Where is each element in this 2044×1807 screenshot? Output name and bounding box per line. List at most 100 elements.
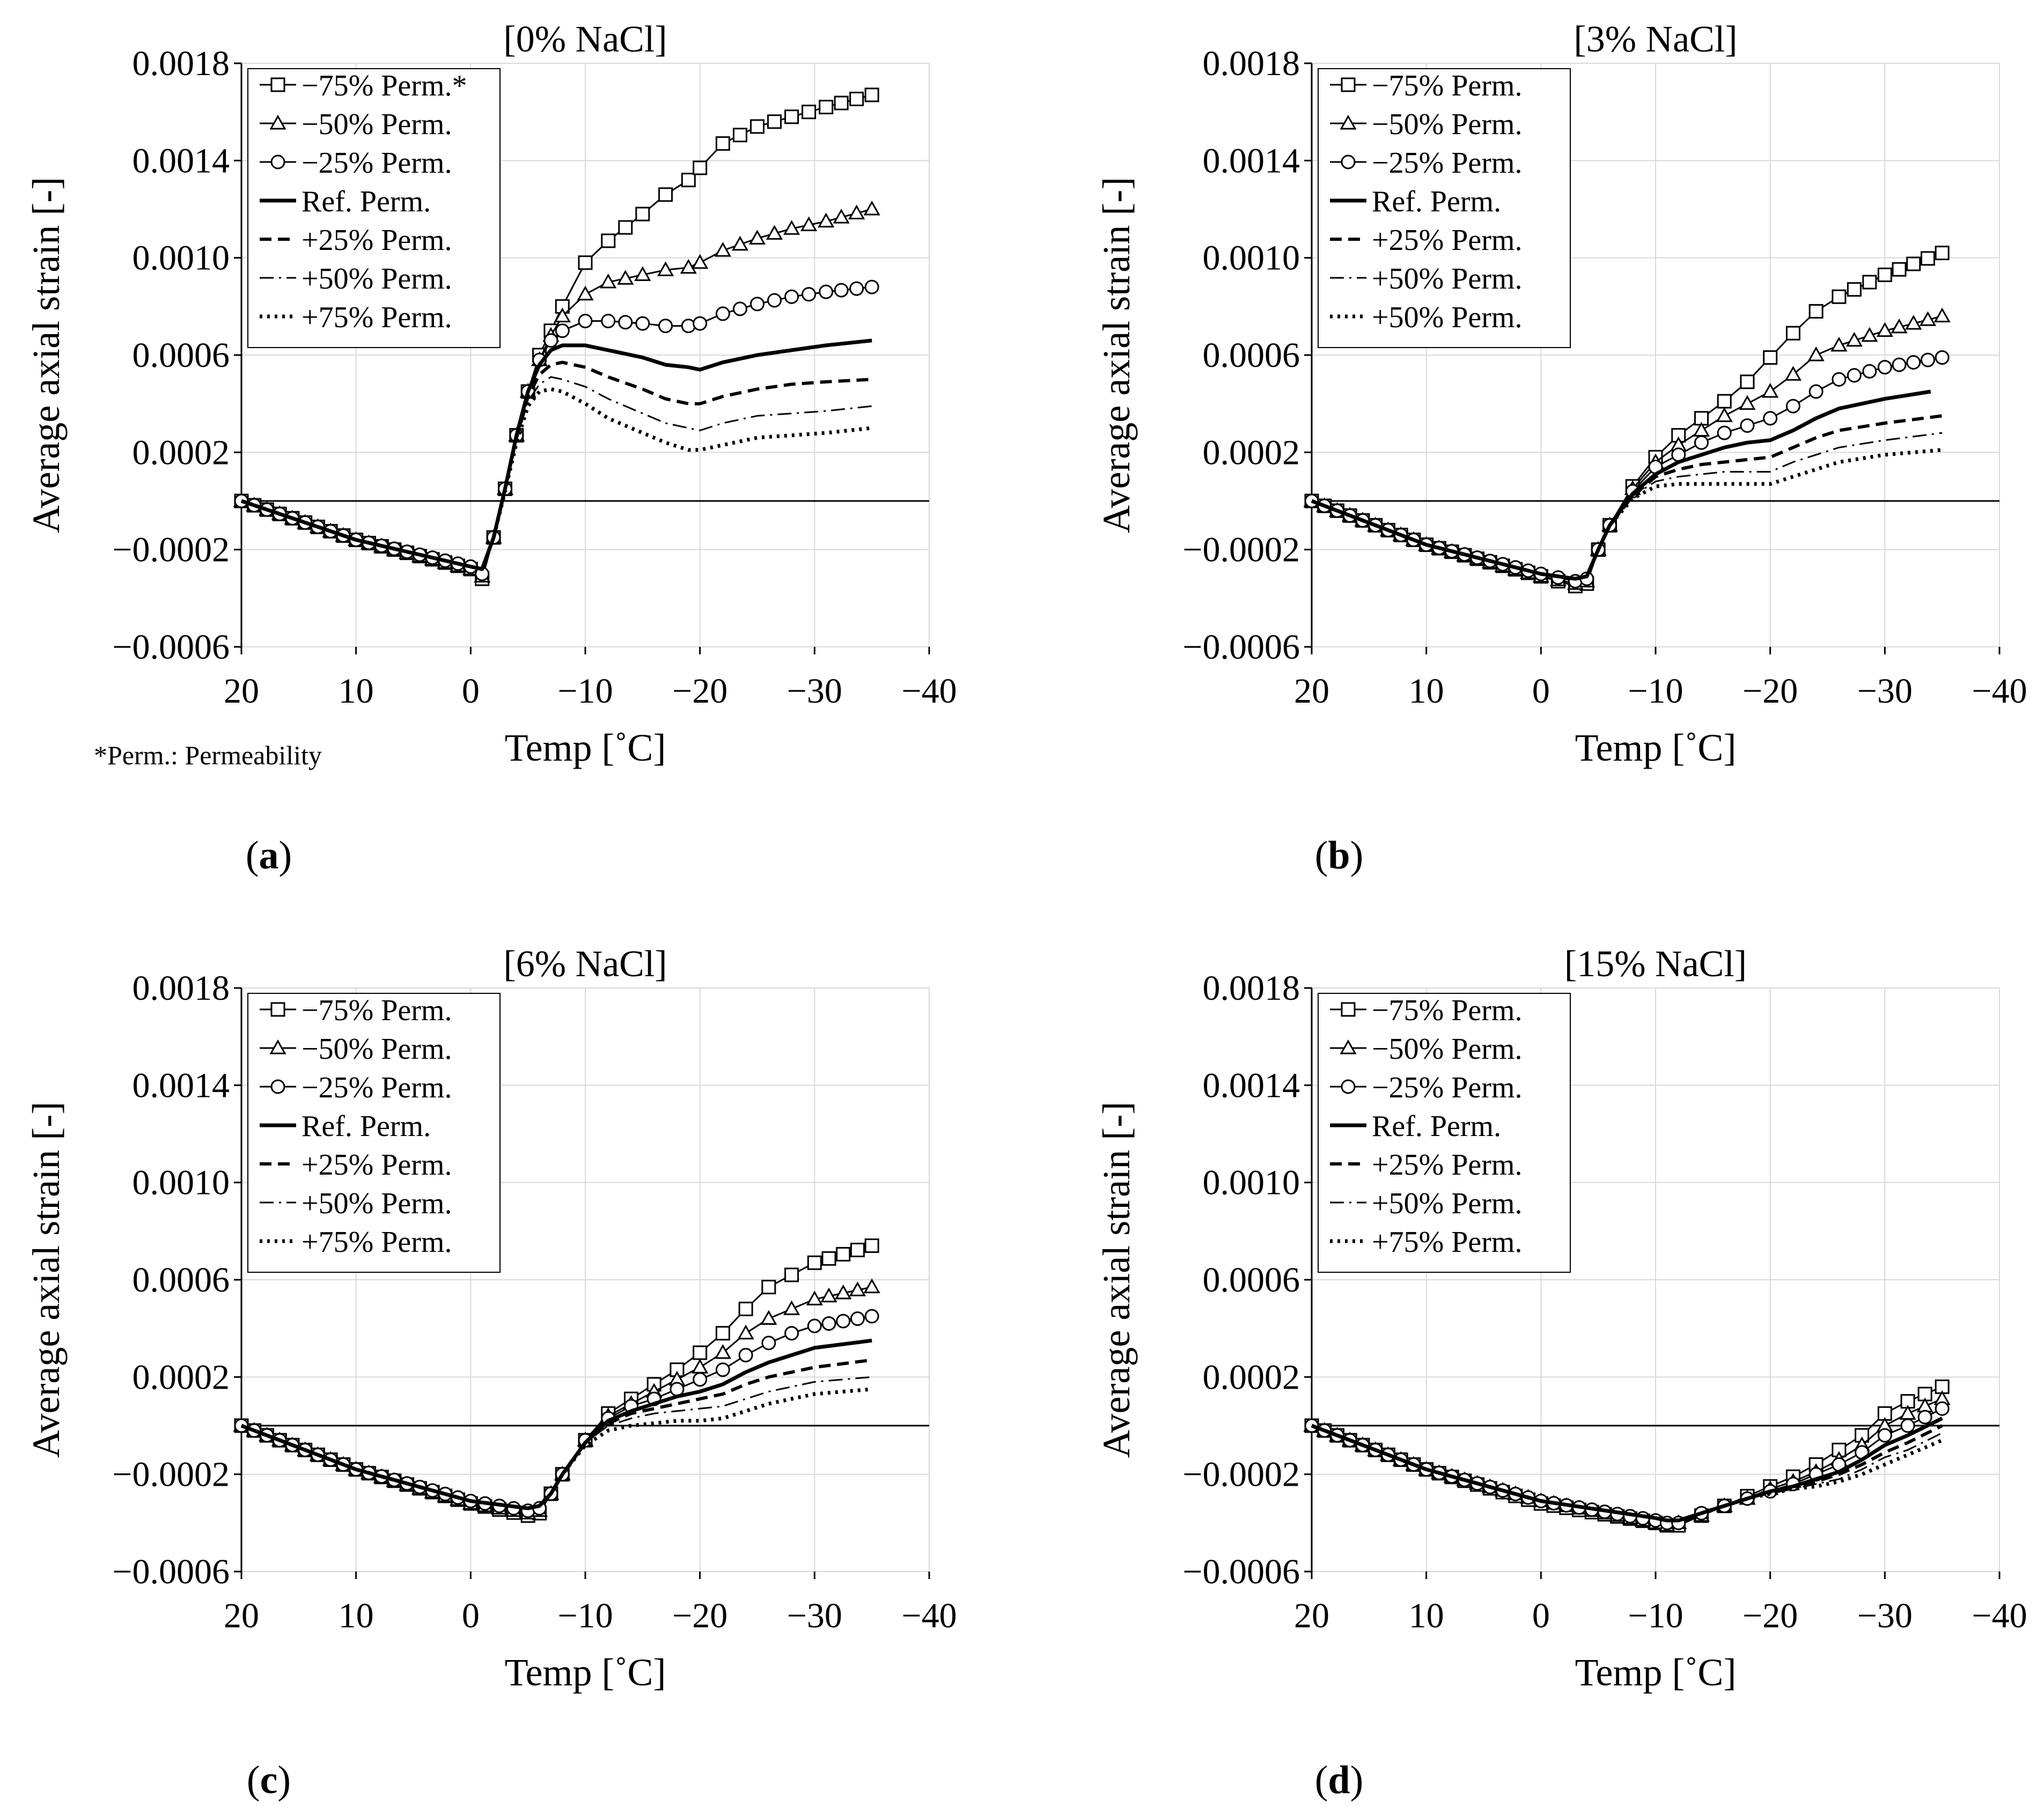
x-tick-label: −40 bbox=[1972, 1596, 2027, 1635]
legend-box bbox=[247, 68, 501, 348]
data-point bbox=[737, 1324, 754, 1340]
data-point bbox=[578, 314, 593, 329]
data-point bbox=[715, 1362, 730, 1377]
subfigure-caption: (a) bbox=[246, 834, 292, 877]
data-point bbox=[784, 289, 799, 304]
data-point bbox=[715, 136, 730, 151]
x-tick-label: 10 bbox=[339, 672, 374, 711]
data-point bbox=[693, 316, 708, 331]
legend-swatch-marker bbox=[1341, 154, 1356, 169]
legend-entry-label: −50% Perm. bbox=[1372, 108, 1522, 141]
data-point bbox=[1717, 425, 1732, 440]
y-axis-label: Average axial strain [-] bbox=[25, 1102, 68, 1458]
data-point bbox=[784, 1326, 799, 1341]
data-point bbox=[714, 242, 731, 257]
x-tick-label: 0 bbox=[462, 1596, 480, 1635]
data-point bbox=[783, 1300, 800, 1315]
legend-swatch-marker bbox=[1341, 1002, 1356, 1017]
data-point bbox=[715, 1326, 730, 1341]
chart-panel-b: 0.0018 0.0014 0.0010 0.0006 0.0002 −0.0002 −0.… bbox=[1095, 19, 2027, 877]
x-tick-label: 20 bbox=[224, 1596, 259, 1635]
data-point bbox=[1919, 311, 1937, 326]
x-tick-label: −10 bbox=[1628, 672, 1683, 711]
legend-entry-label: +75% Perm. bbox=[302, 1226, 452, 1259]
legend-entry-label: +25% Perm. bbox=[1372, 1148, 1522, 1182]
data-point bbox=[1876, 322, 1893, 337]
data-point bbox=[767, 114, 782, 129]
data-point bbox=[836, 1314, 851, 1329]
x-tick-label: −40 bbox=[1972, 672, 2027, 711]
data-point bbox=[1832, 372, 1847, 387]
caption-paren-open: ( bbox=[1315, 834, 1328, 877]
data-point bbox=[732, 128, 747, 143]
data-point bbox=[577, 285, 594, 301]
data-point bbox=[618, 220, 633, 235]
data-point bbox=[802, 287, 817, 302]
data-point bbox=[693, 1345, 708, 1360]
y-tick-label: 0.0010 bbox=[1203, 239, 1300, 278]
y-tick-label: 0.0018 bbox=[133, 44, 230, 83]
series-dotted bbox=[240, 1387, 872, 1510]
y-tick-label: 0.0006 bbox=[1203, 1260, 1300, 1300]
x-tick-label: 20 bbox=[1294, 1596, 1329, 1635]
legend-entry-label: −75% Perm. bbox=[1372, 994, 1522, 1027]
caption-paren-close: ) bbox=[277, 1758, 291, 1802]
legend-entry-label: +50% Perm. bbox=[302, 1187, 452, 1220]
data-point bbox=[863, 1278, 880, 1294]
data-point bbox=[761, 1336, 776, 1351]
legend-entry-label: −25% Perm. bbox=[1372, 1071, 1522, 1104]
x-tick-label: −30 bbox=[787, 1596, 842, 1635]
chart-title: [15% NaCl] bbox=[1564, 943, 1747, 985]
data-point bbox=[693, 1372, 708, 1387]
y-tick-label: 0.0002 bbox=[1203, 1358, 1300, 1397]
data-point bbox=[802, 105, 817, 120]
data-point bbox=[731, 235, 749, 251]
series-dashed bbox=[1311, 1424, 1943, 1522]
x-tick-label: −40 bbox=[901, 672, 957, 711]
subfigure-caption: (b) bbox=[1315, 834, 1363, 877]
data-point bbox=[681, 173, 696, 188]
data-point bbox=[819, 284, 834, 299]
x-tick-label: −20 bbox=[672, 672, 727, 711]
legend-swatch-marker bbox=[1341, 77, 1356, 92]
data-point bbox=[864, 1309, 879, 1324]
data-point bbox=[821, 1251, 836, 1266]
legend-entry-label: +75% Perm. bbox=[1372, 1226, 1522, 1259]
data-point bbox=[635, 316, 650, 331]
data-point bbox=[714, 1344, 731, 1359]
y-tick-label: 0.0002 bbox=[1203, 433, 1300, 472]
data-point bbox=[715, 306, 730, 321]
y-tick-label: 0.0018 bbox=[1203, 969, 1300, 1008]
series-line bbox=[241, 1376, 872, 1509]
series-dashdot bbox=[1311, 432, 1943, 580]
data-point bbox=[863, 200, 880, 216]
caption-paren-open: ( bbox=[1315, 1758, 1328, 1802]
data-point bbox=[657, 261, 674, 276]
data-point bbox=[849, 91, 864, 106]
legend-swatch-marker bbox=[1340, 1039, 1357, 1054]
data-point bbox=[864, 1238, 879, 1253]
data-point bbox=[1716, 407, 1733, 422]
legend-entry-label: Ref. Perm. bbox=[302, 1110, 431, 1143]
x-tick-label: −20 bbox=[1742, 1596, 1798, 1635]
legend-entry-label: +50% Perm. bbox=[1372, 301, 1522, 334]
chart-title: [6% NaCl] bbox=[503, 943, 667, 985]
x-tick-label: −30 bbox=[1857, 1596, 1913, 1635]
legend-entry-label: +50% Perm. bbox=[1372, 1187, 1522, 1220]
data-point bbox=[1933, 307, 1951, 322]
x-tick-label: −30 bbox=[787, 672, 842, 711]
x-tick-label: −30 bbox=[1857, 672, 1913, 711]
legend-swatch-marker bbox=[269, 114, 286, 130]
data-point bbox=[1906, 355, 1921, 370]
data-point bbox=[784, 109, 799, 124]
data-point bbox=[555, 323, 570, 338]
chart-panel-a: 0.0018 0.0014 0.0010 0.0006 0.0002 −0.0002 −0.… bbox=[25, 19, 957, 877]
legend-swatch-marker bbox=[270, 77, 285, 92]
data-point bbox=[1920, 352, 1935, 367]
series-line bbox=[241, 360, 872, 571]
y-axis-label: Average axial strain [-] bbox=[25, 177, 68, 533]
x-tick-label: −10 bbox=[557, 1596, 613, 1635]
data-point bbox=[1877, 267, 1892, 282]
data-point bbox=[1847, 368, 1862, 383]
